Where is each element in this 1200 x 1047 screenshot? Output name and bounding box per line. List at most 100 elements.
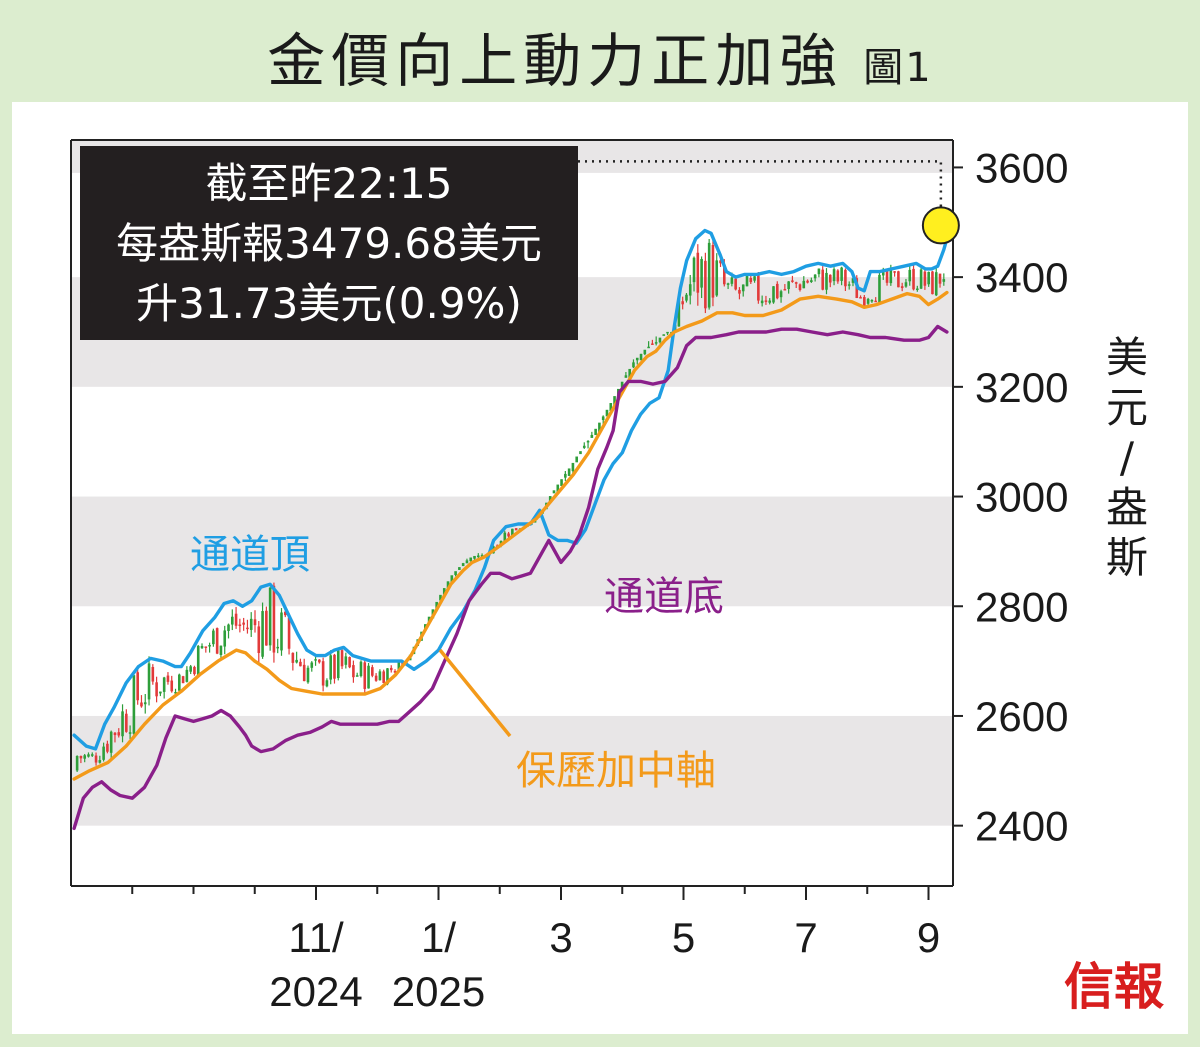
candle-body <box>128 732 132 734</box>
candle-body <box>155 682 158 697</box>
y-tick-label: 2600 <box>975 693 1068 740</box>
candle-body <box>863 297 866 306</box>
candle <box>692 256 696 292</box>
candle <box>757 272 760 304</box>
candle <box>726 282 730 290</box>
candle <box>548 496 552 502</box>
candle-body <box>276 646 280 649</box>
candle-body <box>249 618 253 630</box>
candle-body <box>246 627 249 630</box>
candle-body <box>548 496 552 502</box>
candle <box>764 295 768 305</box>
candle <box>291 652 295 671</box>
candle <box>329 650 332 685</box>
candle-body <box>314 659 317 661</box>
candle-body <box>847 284 851 286</box>
candle <box>863 294 866 308</box>
line-middle <box>72 290 949 781</box>
candle-body <box>378 671 382 681</box>
candle-body <box>654 342 658 344</box>
candle <box>367 662 370 689</box>
candle <box>662 334 666 336</box>
candle <box>552 490 556 494</box>
candle-body <box>647 346 650 349</box>
candle <box>151 664 155 685</box>
candle <box>658 337 662 344</box>
candle <box>651 339 654 346</box>
candle <box>109 730 113 759</box>
candle-body <box>598 422 601 433</box>
candle <box>817 268 821 278</box>
candle-body <box>828 274 832 283</box>
candle <box>942 273 946 286</box>
candle-body <box>904 282 908 287</box>
candle <box>560 479 563 487</box>
candle-body <box>575 456 579 463</box>
chart-axes: 2400 2600 2800 3000 3200 3400 3600 11/2024 1/202… <box>70 139 1148 1015</box>
candle-body <box>79 755 83 759</box>
candle <box>132 670 136 739</box>
candle <box>128 725 132 740</box>
candle-body <box>442 588 446 595</box>
candle-body <box>132 675 136 734</box>
candle <box>94 752 98 766</box>
candle-body <box>556 484 560 494</box>
candle-body <box>151 667 155 682</box>
candle-body <box>628 368 631 379</box>
candle-body <box>897 271 900 288</box>
candle <box>189 664 192 675</box>
candle <box>696 244 700 306</box>
candle-body <box>662 334 666 336</box>
candle <box>832 267 836 286</box>
candle-body <box>677 298 681 327</box>
candle <box>859 295 862 299</box>
candle <box>227 623 230 639</box>
candle-body <box>787 281 790 290</box>
label-middle: 保歷加中軸 <box>516 748 716 794</box>
candle <box>923 268 927 290</box>
candle <box>170 675 174 693</box>
candle <box>193 665 196 676</box>
candle-body <box>749 277 753 283</box>
candle-body <box>125 713 128 732</box>
candle <box>321 657 325 692</box>
candle-body <box>900 286 904 289</box>
candle <box>83 753 86 763</box>
candle <box>666 331 669 336</box>
candle <box>87 752 90 758</box>
candle <box>299 658 302 667</box>
candle-body <box>726 283 730 285</box>
candle-body <box>310 662 314 668</box>
candle <box>249 612 253 637</box>
candle-body <box>586 440 590 443</box>
candle <box>938 273 942 288</box>
candle-body <box>75 756 79 771</box>
candle <box>707 239 711 310</box>
candle-body <box>594 428 597 436</box>
candle-body <box>745 275 749 287</box>
candle-body <box>760 300 764 304</box>
candle-body <box>230 616 234 625</box>
candle-body <box>571 462 575 472</box>
candle-body <box>204 646 208 648</box>
candle <box>378 669 382 681</box>
candle-body <box>579 451 582 455</box>
candle <box>760 295 764 307</box>
candle <box>836 269 840 284</box>
candle <box>564 471 567 482</box>
candle-body <box>238 624 242 626</box>
candle <box>314 656 317 666</box>
candle <box>155 676 158 703</box>
candle-body <box>215 628 219 654</box>
candle <box>503 530 507 542</box>
candle-body <box>212 630 215 645</box>
candle-body <box>783 288 787 291</box>
candle <box>246 619 249 634</box>
candle-body <box>476 555 480 558</box>
candle-body <box>851 278 855 283</box>
candle <box>355 672 359 677</box>
candle-body <box>325 680 329 687</box>
candle-body <box>832 269 836 282</box>
candle <box>704 252 707 314</box>
candle-body <box>601 416 605 420</box>
